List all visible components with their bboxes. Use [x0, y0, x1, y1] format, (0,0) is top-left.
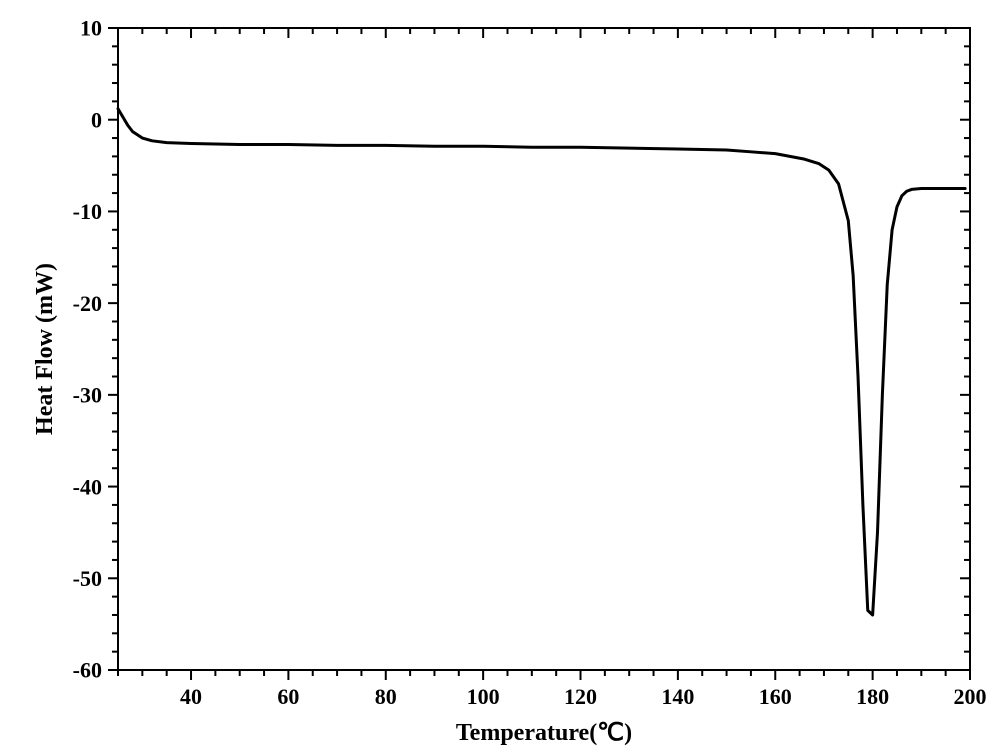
x-tick-label: 120: [564, 684, 597, 709]
dsc-chart: 406080100120140160180200Temperature(℃)-6…: [0, 0, 1000, 754]
x-tick-label: 160: [759, 684, 792, 709]
x-tick-label: 180: [856, 684, 889, 709]
chart-svg: 406080100120140160180200Temperature(℃)-6…: [0, 0, 1000, 754]
x-tick-label: 100: [467, 684, 500, 709]
x-tick-label: 60: [277, 684, 299, 709]
y-axis-label: Heat Flow (mW): [32, 263, 58, 435]
y-tick-label: -20: [73, 291, 102, 316]
y-tick-label: -50: [73, 566, 102, 591]
y-tick-label: 0: [91, 107, 102, 132]
y-tick-label: -40: [73, 474, 102, 499]
y-tick-label: -60: [73, 658, 102, 683]
y-tick-label: 10: [80, 16, 102, 41]
x-axis-label: Temperature(℃): [456, 720, 632, 746]
x-tick-label: 80: [375, 684, 397, 709]
x-tick-label: 140: [661, 684, 694, 709]
x-tick-label: 40: [180, 684, 202, 709]
y-tick-label: -10: [73, 199, 102, 224]
y-tick-label: -30: [73, 383, 102, 408]
x-tick-label: 200: [954, 684, 987, 709]
